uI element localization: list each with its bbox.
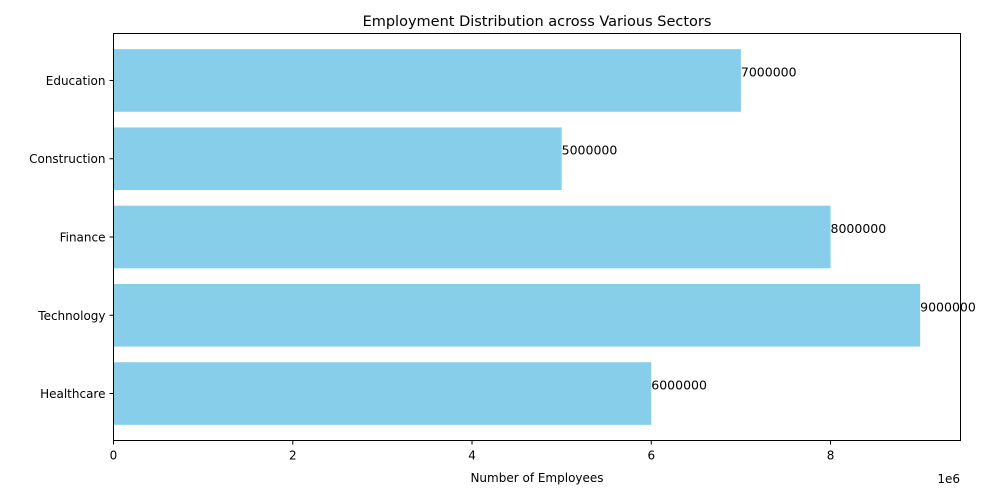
y-axis: Healthcare Technology Finance Construction E… (29, 74, 114, 401)
data-label-education: 7000000 (741, 64, 797, 79)
y-tick-label: Education (46, 74, 106, 88)
data-label-technology: 9000000 (920, 299, 976, 314)
bar-finance (113, 205, 831, 269)
y-tick-label: Technology (37, 309, 105, 323)
x-axis-scale-label: 1e6 (937, 472, 960, 486)
y-tick-label: Healthcare (40, 387, 105, 401)
bar-technology (113, 283, 921, 347)
bars-layer (113, 49, 921, 425)
x-tick-label: 0 (110, 449, 118, 463)
x-tick-label: 2 (289, 449, 297, 463)
x-tick-label: 4 (468, 449, 476, 463)
data-labels: 6000000 9000000 8000000 5000000 7000000 (562, 64, 976, 392)
x-axis: 0 2 4 6 8 (110, 440, 835, 463)
bar-education (113, 49, 741, 112)
data-label-finance: 8000000 (831, 221, 887, 236)
data-label-construction: 5000000 (562, 143, 618, 158)
bar-construction (113, 127, 562, 191)
data-label-healthcare: 6000000 (651, 378, 707, 393)
y-tick-label: Finance (60, 231, 106, 245)
chart-title: Employment Distribution across Various S… (363, 14, 712, 30)
y-tick-label: Construction (29, 152, 105, 166)
x-tick-label: 8 (827, 449, 835, 463)
bar-healthcare (113, 362, 652, 425)
x-axis-label: Number of Employees (470, 471, 603, 485)
x-tick-label: 6 (647, 449, 655, 463)
